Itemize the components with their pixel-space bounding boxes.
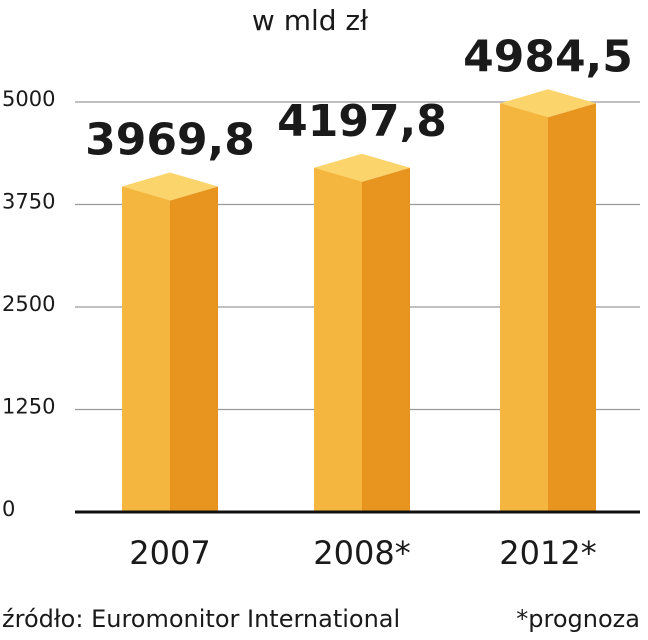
value-label: 4197,8 <box>277 96 447 147</box>
bar-front-face <box>122 186 170 513</box>
y-tick-label: 5000 <box>2 87 55 111</box>
bar-top <box>122 172 218 201</box>
bar-front-face <box>500 103 548 513</box>
value-label: 3969,8 <box>85 114 255 165</box>
y-tick-label: 3750 <box>2 190 55 214</box>
bar-side <box>362 167 410 512</box>
source: źródło: Euromonitor International <box>2 605 400 633</box>
bar-front-face <box>314 167 362 512</box>
bar-side <box>170 186 218 513</box>
bar-top <box>500 89 596 118</box>
x-tick-label: 2012* <box>499 534 596 572</box>
y-tick-label: 1250 <box>2 395 55 419</box>
note: *prognoza <box>516 605 640 633</box>
bar-top <box>314 153 410 182</box>
y-tick-label: 0 <box>2 497 15 521</box>
y-tick-label: 2500 <box>2 292 55 316</box>
x-tick-label: 2007 <box>129 534 210 572</box>
x-tick-label: 2008* <box>313 534 410 572</box>
value-label: 4984,5 <box>463 31 633 82</box>
bar-side <box>548 103 596 513</box>
chart-title: w mld zł <box>252 4 368 37</box>
